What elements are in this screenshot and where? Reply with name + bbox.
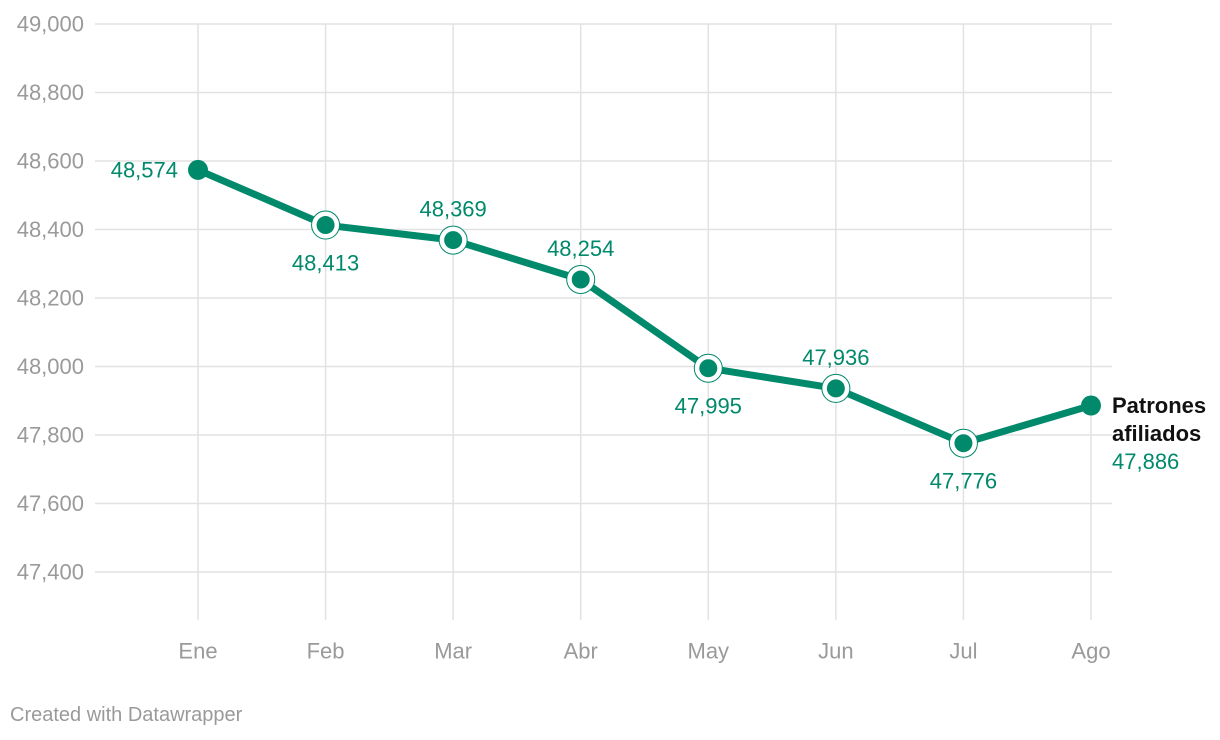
x-tick-label: Mar <box>434 639 472 664</box>
y-tick-label: 48,400 <box>17 217 84 242</box>
credit-text[interactable]: Created with Datawrapper <box>10 704 243 726</box>
x-tick-label: Abr <box>564 639 598 664</box>
y-tick-label: 48,600 <box>17 149 84 174</box>
data-point[interactable] <box>1081 395 1101 416</box>
series-line <box>194 166 1095 447</box>
x-tick-label: Jul <box>949 639 977 664</box>
y-tick-label: 48,800 <box>17 80 84 105</box>
data-label: 47,886 <box>1112 449 1179 474</box>
data-label: 48,254 <box>547 236 614 261</box>
series-name-label: afiliados <box>1112 421 1201 446</box>
data-label: 48,413 <box>292 251 359 276</box>
data-point[interactable] <box>954 434 973 453</box>
data-label: 47,995 <box>675 394 742 419</box>
y-tick-label: 48,000 <box>17 354 84 379</box>
data-point[interactable] <box>188 159 208 180</box>
data-label: 48,369 <box>419 197 486 222</box>
data-point[interactable] <box>699 359 718 378</box>
data-label: 48,574 <box>111 157 178 182</box>
y-tick-label: 47,600 <box>17 491 84 516</box>
data-label: 47,936 <box>802 345 869 370</box>
x-tick-label: Jun <box>818 639 853 664</box>
x-tick-label: May <box>688 639 730 664</box>
series-name-label: Patrones <box>1112 393 1206 418</box>
x-tick-label: Feb <box>307 639 345 664</box>
data-point[interactable] <box>444 231 463 250</box>
y-tick-label: 47,400 <box>17 560 84 585</box>
y-tick-label: 47,800 <box>17 423 84 448</box>
x-tick-label: Ago <box>1071 639 1110 664</box>
data-point[interactable] <box>826 379 845 398</box>
y-tick-label: 48,200 <box>17 286 84 311</box>
x-tick-label: Ene <box>178 639 217 664</box>
data-label: 47,776 <box>930 469 997 494</box>
data-point[interactable] <box>571 270 590 289</box>
data-point[interactable] <box>316 216 335 235</box>
y-tick-label: 49,000 <box>17 12 84 37</box>
chart-canvas: 47,400 47,600 47,800 48,000 48,200 48,400 48,6… <box>17 12 1206 664</box>
